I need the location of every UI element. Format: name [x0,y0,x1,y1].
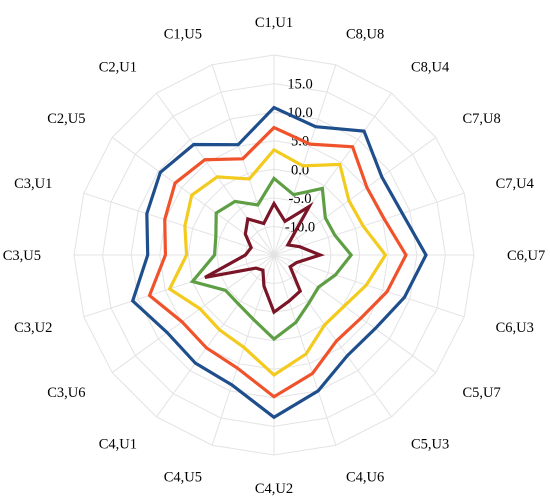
category-label: C1,U5 [164,26,202,42]
category-label: C4,U1 [99,437,137,453]
category-label: C6,U7 [507,248,545,264]
category-label: C8,U8 [346,26,384,42]
grid-spoke [273,254,337,446]
category-label: C3,U1 [14,176,52,192]
category-label: C4,U5 [164,470,202,486]
category-label: C2,U1 [99,59,137,75]
series-line-3 [167,147,388,378]
category-labels: C1,U1 C8,U8 C8,U4 C7,U8 C7,U4 C6,U7 C6,U3 C5,U7… [3,15,546,497]
grid-spoke [83,254,275,318]
grid-spoke [273,137,437,256]
category-label: C7,U8 [463,111,501,127]
grid-spoke [273,192,465,256]
category-label: C2,U5 [47,111,85,127]
series-line-4 [189,176,354,342]
category-label: C7,U4 [496,176,535,192]
category-label: C5,U7 [463,385,501,401]
grid-spoke [83,192,275,256]
series-lines [130,105,428,420]
category-label: C8,U4 [411,59,450,75]
series-line-1 [130,105,428,420]
grid-spoke [156,254,275,418]
grid-spoke [156,92,275,256]
grid-spoke [273,254,392,418]
category-label: C5,U3 [411,437,449,453]
category-label: C3,U2 [14,320,52,336]
tick-label: 15.0 [287,77,312,93]
category-label: C6,U3 [496,320,534,336]
series-line-2 [147,125,408,399]
grid-spoke [273,254,437,373]
grid-spoke [273,92,392,256]
category-label: C4,U2 [255,481,293,497]
grid-spoke [273,254,465,318]
category-label: C3,U5 [3,248,41,264]
category-label: C1,U1 [255,15,293,31]
grid-spoke [111,254,275,373]
series-line-5 [204,200,326,315]
category-label: C3,U6 [47,385,85,401]
tick-label: -10.0 [285,219,315,235]
category-label: C4,U6 [346,470,384,486]
